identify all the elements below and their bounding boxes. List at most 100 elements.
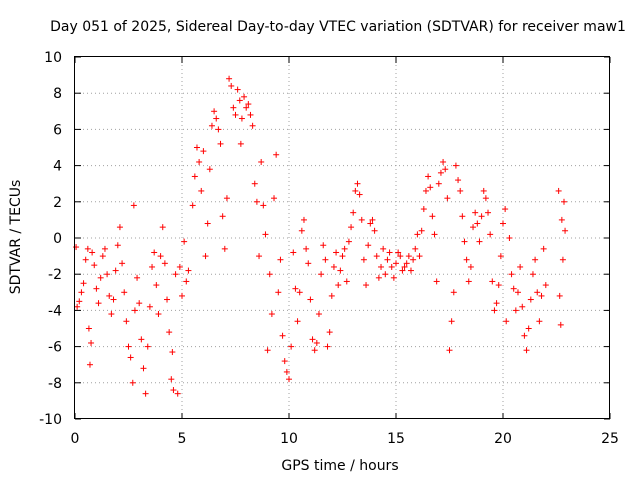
data-point — [399, 267, 406, 274]
data-point — [114, 242, 121, 249]
data-point — [215, 126, 222, 133]
data-point — [562, 227, 569, 234]
data-point — [503, 318, 510, 325]
data-point — [166, 329, 173, 336]
data-point — [525, 325, 532, 332]
data-point — [558, 216, 565, 223]
data-point — [480, 187, 487, 194]
data-point — [339, 253, 346, 260]
data-point — [89, 249, 96, 256]
data-point — [95, 300, 102, 307]
data-point — [476, 238, 483, 245]
y-tick-label: 8 — [53, 86, 62, 102]
data-point — [104, 271, 111, 278]
data-point — [395, 249, 402, 256]
data-point — [125, 343, 132, 350]
chart-title: Day 051 of 2025, Sidereal Day-to-day VTE… — [50, 19, 626, 35]
data-point — [78, 289, 85, 296]
data-point — [459, 213, 466, 220]
data-point — [138, 336, 145, 343]
data-point — [495, 282, 502, 289]
data-point — [97, 274, 104, 281]
data-point — [76, 298, 83, 305]
data-point — [262, 231, 269, 238]
data-point — [534, 289, 541, 296]
data-point — [414, 231, 421, 238]
x-tick-label: 20 — [494, 431, 512, 447]
data-point — [510, 285, 517, 292]
data-point — [467, 263, 474, 270]
data-point — [251, 180, 258, 187]
y-tick-label: 6 — [53, 122, 62, 138]
data-point — [110, 296, 117, 303]
data-point — [179, 292, 185, 299]
data-point — [326, 329, 333, 336]
data-point — [129, 379, 136, 386]
data-point — [386, 249, 393, 256]
data-point — [253, 198, 260, 205]
data-point — [393, 260, 399, 267]
data-point — [427, 184, 434, 191]
data-point — [271, 195, 278, 202]
data-point — [234, 86, 241, 93]
data-point — [446, 347, 453, 354]
data-point — [236, 97, 243, 104]
data-point — [305, 260, 312, 267]
data-point — [159, 224, 166, 231]
data-point — [461, 238, 468, 245]
data-point — [333, 249, 340, 256]
data-point — [238, 115, 245, 122]
data-point — [519, 303, 526, 310]
data-point — [290, 249, 297, 256]
data-point — [457, 187, 464, 194]
data-point — [277, 256, 284, 263]
data-point — [164, 296, 171, 303]
data-point — [521, 332, 528, 339]
data-point — [108, 311, 115, 318]
data-point — [330, 263, 337, 270]
data-point — [279, 332, 286, 339]
data-point — [313, 339, 320, 346]
data-point — [136, 300, 143, 307]
data-point — [198, 187, 205, 194]
data-point — [373, 253, 380, 260]
data-point — [378, 263, 385, 270]
data-point — [88, 339, 95, 346]
y-tick-label: -4 — [48, 303, 62, 319]
data-point — [405, 253, 412, 260]
data-point — [560, 198, 567, 205]
data-point — [268, 311, 275, 318]
y-tick-label: -8 — [48, 376, 62, 392]
data-point — [444, 195, 451, 202]
data-point — [324, 343, 331, 350]
data-point — [559, 256, 566, 263]
data-point — [425, 173, 432, 180]
data-point — [322, 256, 329, 263]
data-point — [86, 361, 93, 368]
data-point — [176, 263, 183, 270]
data-point — [300, 216, 307, 223]
data-point — [243, 104, 250, 111]
axis-ticks: 0 5 10 15 20 25 -10 -8 -6 -4 -2 0 2 4 6 8 10 — [39, 50, 619, 447]
y-tick-label: 0 — [53, 231, 62, 247]
data-point — [354, 180, 361, 187]
data-point — [418, 227, 425, 234]
data-point — [363, 282, 370, 289]
data-point — [407, 267, 414, 274]
data-point — [309, 336, 316, 343]
data-point — [429, 213, 436, 220]
data-point — [183, 278, 190, 285]
data-point — [219, 213, 226, 220]
data-point — [155, 311, 162, 318]
data-point — [502, 206, 509, 213]
data-point — [318, 271, 325, 278]
data-point — [517, 263, 524, 270]
data-point — [101, 245, 108, 252]
data-point — [170, 387, 177, 394]
data-point — [303, 245, 310, 252]
data-point — [281, 358, 288, 365]
data-point — [260, 202, 267, 209]
y-tick-label: 2 — [53, 195, 62, 211]
